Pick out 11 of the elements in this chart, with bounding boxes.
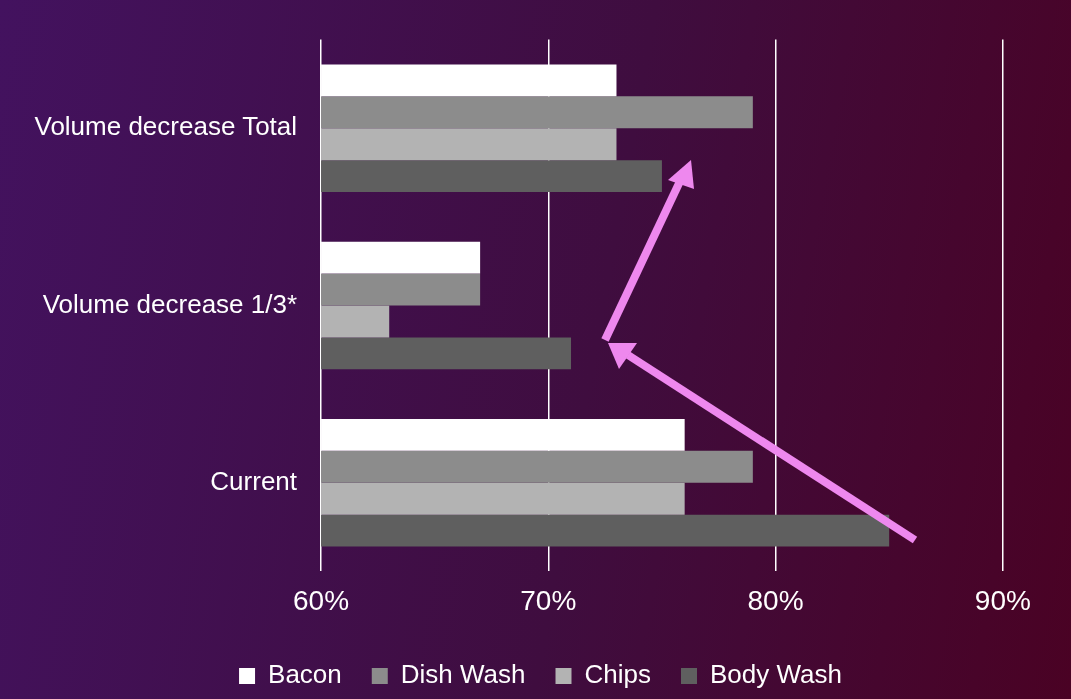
x-tick-label: 60% — [293, 584, 350, 616]
x-tick-label: 80% — [747, 584, 804, 616]
x-tick-label: 90% — [974, 584, 1031, 616]
legend-label: Body Wash — [709, 659, 842, 690]
y-tick-label: Volume decrease 1/3* — [42, 288, 298, 319]
legend-label: Dish Wash — [400, 659, 526, 690]
y-tick-label: Current — [210, 465, 298, 496]
y-tick-label: Volume decrease Total — [34, 111, 298, 142]
x-tick-label: 70% — [520, 584, 577, 616]
legend-label: Chips — [584, 659, 651, 690]
legend-label: Bacon — [268, 659, 342, 690]
